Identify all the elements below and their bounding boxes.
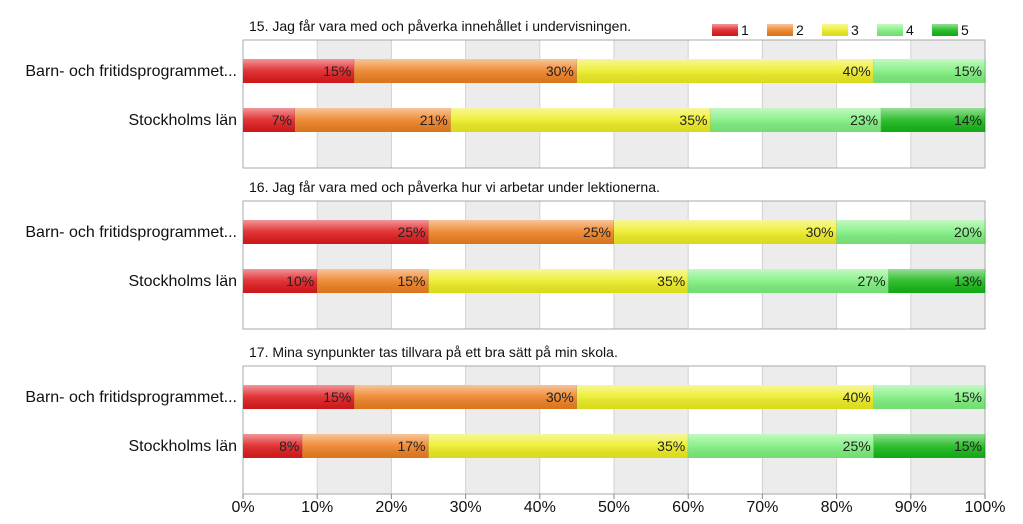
data-label: 35%: [679, 112, 707, 128]
legend-label: 3: [851, 22, 859, 38]
legend-label: 4: [906, 22, 914, 38]
bar-segment-shade: [243, 220, 429, 244]
bar-segment-shade: [576, 59, 874, 83]
bar-segment-shade: [576, 385, 874, 409]
data-label: 15%: [954, 389, 982, 405]
bar-segment-shade: [873, 59, 985, 83]
x-tick-label: 50%: [598, 499, 630, 516]
data-label: 15%: [397, 273, 425, 289]
panel-title: 15. Jag får vara med och påverka innehål…: [249, 18, 631, 34]
bar-segment-shade: [294, 108, 451, 132]
bar-segment-shade: [243, 59, 355, 83]
x-tick-label: 60%: [672, 499, 704, 516]
data-label: 15%: [323, 63, 351, 79]
legend-label: 2: [796, 22, 804, 38]
data-label: 35%: [657, 273, 685, 289]
bar-segment-shade: [428, 220, 614, 244]
data-label: 30%: [806, 224, 834, 240]
bar-segment-shade: [450, 108, 711, 132]
bar-segment-shade: [243, 269, 318, 293]
bar-segment-shade: [428, 269, 689, 293]
x-tick-label: 20%: [375, 499, 407, 516]
legend-label: 5: [961, 22, 969, 38]
category-label: Stockholms län: [129, 273, 238, 290]
bar-segment-shade: [354, 59, 577, 83]
x-tick-label: 80%: [821, 499, 853, 516]
bar-segment-shade: [710, 108, 882, 132]
category-label: Barn- och fritidsprogrammet...: [25, 224, 237, 241]
bar-segment-shade: [688, 434, 874, 458]
data-label: 25%: [397, 224, 425, 240]
data-label: 15%: [323, 389, 351, 405]
x-tick-label: 10%: [301, 499, 333, 516]
x-tick-label: 90%: [895, 499, 927, 516]
data-label: 20%: [954, 224, 982, 240]
bar-segment-shade: [688, 269, 889, 293]
bar-segment-shade: [243, 385, 355, 409]
category-label: Stockholms län: [129, 438, 238, 455]
data-label: 25%: [583, 224, 611, 240]
category-label: Stockholms län: [129, 112, 238, 129]
category-label: Barn- och fritidsprogrammet...: [25, 389, 237, 406]
bar-segment-shade: [881, 108, 985, 132]
legend-swatch-shade: [877, 24, 903, 36]
data-label: 13%: [954, 273, 982, 289]
data-label: 10%: [286, 273, 314, 289]
data-label: 7%: [272, 112, 292, 128]
bar-segment-shade: [428, 434, 689, 458]
x-tick-label: 30%: [450, 499, 482, 516]
legend-label: 1: [741, 22, 749, 38]
legend-swatch-shade: [767, 24, 793, 36]
legend-swatch-shade: [932, 24, 958, 36]
data-label: 17%: [397, 438, 425, 454]
x-tick-label: 70%: [746, 499, 778, 516]
bar-segment-shade: [873, 434, 985, 458]
bar-segment-shade: [614, 220, 837, 244]
data-label: 30%: [546, 63, 574, 79]
bar-segment-shade: [302, 434, 429, 458]
data-label: 35%: [657, 438, 685, 454]
data-label: 27%: [858, 273, 886, 289]
bar-segment-shade: [243, 108, 295, 132]
data-label: 40%: [843, 389, 871, 405]
bar-segment-shade: [836, 220, 985, 244]
bar-segment-shade: [317, 269, 429, 293]
category-label: Barn- och fritidsprogrammet...: [25, 63, 237, 80]
data-label: 21%: [420, 112, 448, 128]
bar-segment-shade: [243, 434, 303, 458]
x-tick-label: 40%: [524, 499, 556, 516]
data-label: 15%: [954, 63, 982, 79]
bar-segment-shade: [888, 269, 985, 293]
data-label: 23%: [850, 112, 878, 128]
data-label: 40%: [843, 63, 871, 79]
data-label: 30%: [546, 389, 574, 405]
x-tick-label: 0%: [231, 499, 254, 516]
panel-title: 16. Jag får vara med och påverka hur vi …: [249, 179, 660, 195]
data-label: 8%: [279, 438, 299, 454]
legend-swatch-shade: [712, 24, 738, 36]
x-tick-label: 100%: [965, 499, 1006, 516]
panel-frame: [242, 39, 986, 169]
panel-frame: [242, 200, 986, 330]
data-label: 25%: [843, 438, 871, 454]
data-label: 14%: [954, 112, 982, 128]
data-label: 15%: [954, 438, 982, 454]
legend-swatch-shade: [822, 24, 848, 36]
panel-title: 17. Mina synpunkter tas tillvara på ett …: [249, 344, 618, 360]
bar-segment-shade: [354, 385, 577, 409]
bar-segment-shade: [873, 385, 985, 409]
